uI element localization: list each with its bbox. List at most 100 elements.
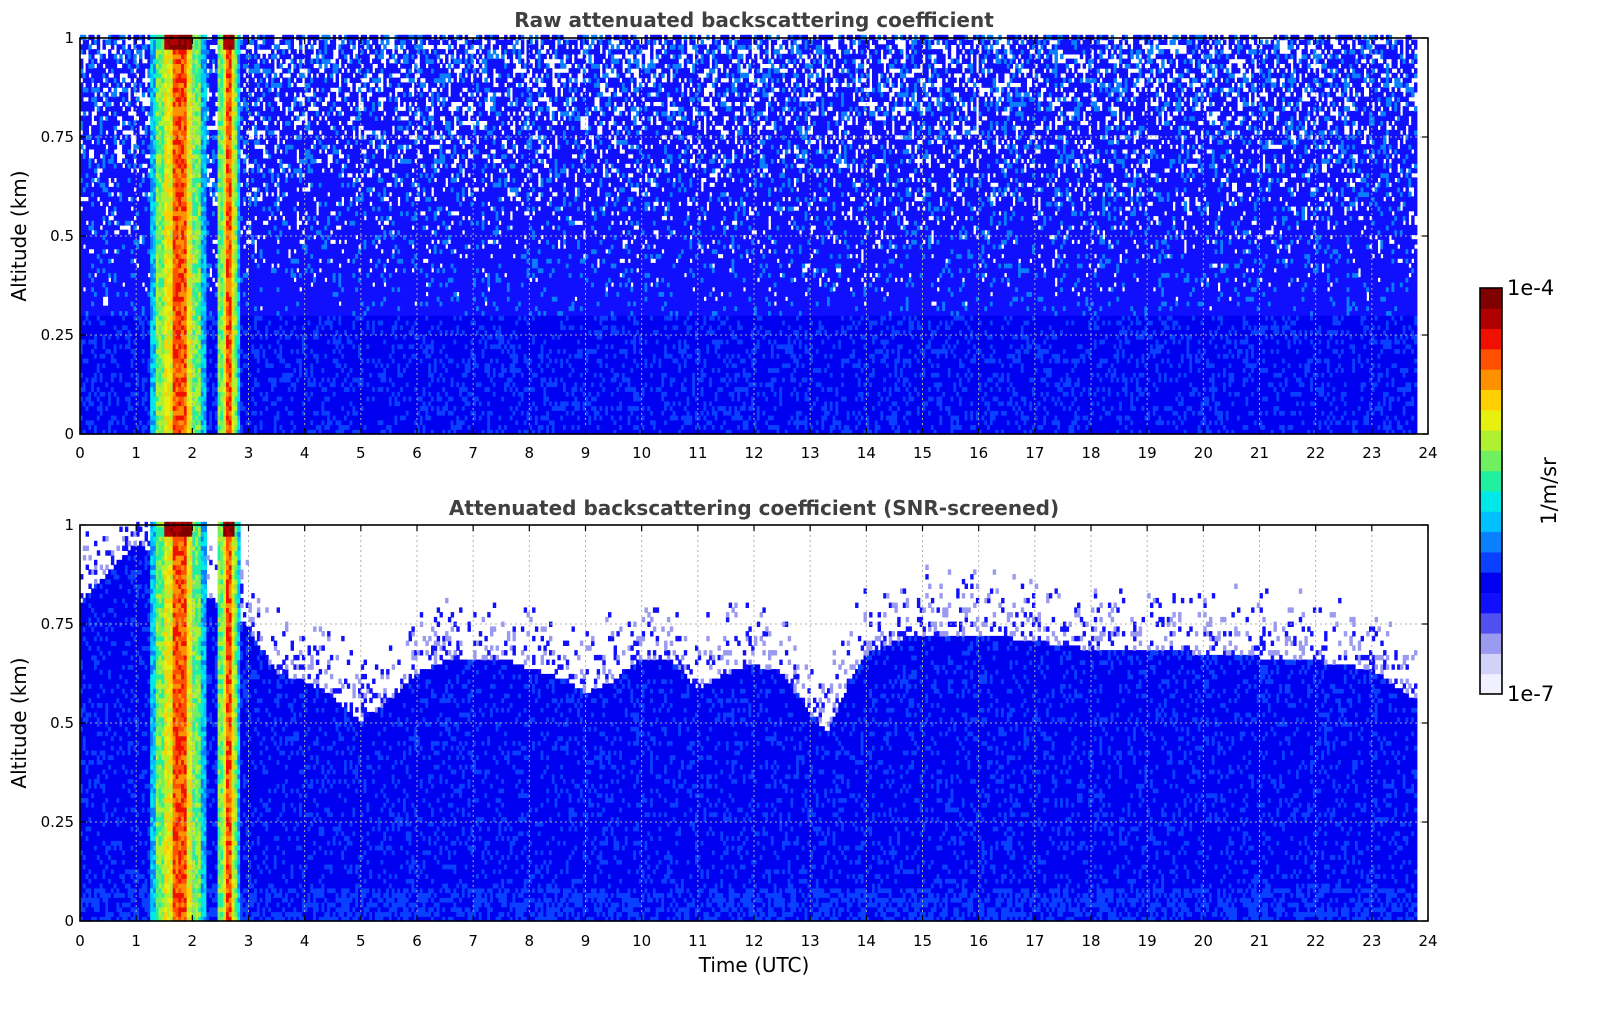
- heatmap-cell: [122, 120, 125, 125]
- heatmap-cell: [97, 244, 100, 249]
- heatmap-cell: [142, 111, 145, 116]
- heatmap-cell: [119, 282, 122, 287]
- heatmap-cell: [128, 163, 131, 168]
- heatmap-cell: [128, 82, 131, 87]
- heatmap-cell: [136, 97, 139, 102]
- heatmap-cell: [128, 44, 131, 49]
- heatmap-cell: [100, 220, 103, 225]
- heatmap-cell: [139, 192, 142, 197]
- heatmap-cell: [128, 120, 131, 125]
- heatmap-cell: [97, 391, 100, 396]
- heatmap-cell: [97, 220, 100, 225]
- heatmap-cell: [97, 163, 100, 168]
- heatmap-cell: [128, 377, 131, 382]
- heatmap-cell: [139, 78, 142, 83]
- heatmap-cell: [100, 106, 103, 111]
- heatmap-cell: [103, 54, 106, 59]
- heatmap-cell: [128, 215, 131, 220]
- heatmap-cells: [80, 35, 1417, 435]
- heatmap-cell: [128, 401, 131, 406]
- heatmap-cell: [128, 263, 131, 268]
- heatmap-cell: [142, 82, 145, 87]
- heatmap-cell: [119, 130, 122, 135]
- heatmap-cell: [94, 168, 97, 173]
- heatmap-cell: [128, 149, 131, 154]
- heatmap-cell: [128, 391, 131, 396]
- heatmap-cell: [83, 220, 86, 225]
- heatmap-cell: [128, 239, 131, 244]
- heatmap-cell: [139, 173, 142, 178]
- heatmap-cell: [103, 130, 106, 135]
- heatmap-cell: [97, 253, 100, 258]
- heatmap-cell: [119, 54, 122, 59]
- heatmap-cell: [86, 73, 89, 78]
- heatmap-cell: [100, 296, 103, 301]
- heatmap-cell: [142, 154, 145, 159]
- heatmap-cell: [105, 111, 108, 116]
- heatmap-cell: [97, 372, 100, 377]
- heatmap-cell: [128, 268, 131, 273]
- heatmap-cell: [91, 177, 94, 182]
- heatmap-cell: [86, 249, 89, 254]
- heatmap-cell: [128, 154, 131, 159]
- heatmap-cell: [97, 225, 100, 230]
- heatmap-cell: [97, 315, 100, 320]
- heatmap-cell: [114, 125, 117, 130]
- heatmap-cell: [97, 149, 100, 154]
- heatmap-cell: [91, 272, 94, 277]
- heatmap-cell: [128, 173, 131, 178]
- heatmap-cell: [142, 120, 145, 125]
- heatmap-cell: [97, 201, 100, 206]
- heatmap-cell: [128, 244, 131, 249]
- heatmap-cell: [122, 101, 125, 106]
- heatmap-cell: [97, 282, 100, 287]
- heatmap-cell: [128, 358, 131, 363]
- heatmap-cell: [83, 49, 86, 54]
- heatmap-cell: [128, 116, 131, 121]
- heatmap-cell: [97, 425, 100, 430]
- heatmap-cell: [97, 187, 100, 192]
- heatmap-cell: [97, 78, 100, 83]
- heatmap-cell: [117, 120, 120, 125]
- heatmap-cell: [128, 372, 131, 377]
- heatmap-cell: [88, 44, 91, 49]
- heatmap-cell: [142, 40, 145, 45]
- heatmap-cell: [97, 120, 100, 125]
- heatmap-cell: [91, 158, 94, 163]
- heatmap-cell: [86, 125, 89, 130]
- heatmap-cell: [108, 101, 111, 106]
- heatmap-cell: [111, 130, 114, 135]
- heatmap-cell: [94, 82, 97, 87]
- heatmap-cell: [128, 139, 131, 144]
- heatmap-cell: [128, 101, 131, 106]
- heatmap-cell: [128, 406, 131, 411]
- heatmap-cell: [97, 420, 100, 425]
- heatmap-cell: [97, 177, 100, 182]
- heatmap-cell: [128, 349, 131, 354]
- heatmap-cell: [103, 144, 106, 149]
- heatmap-cell: [128, 325, 131, 330]
- heatmap-cell: [103, 68, 106, 73]
- heatmap-cell: [97, 358, 100, 363]
- heatmap-cell: [122, 44, 125, 49]
- heatmap-cell: [97, 320, 100, 325]
- heatmap-cell: [91, 106, 94, 111]
- heatmap-cell: [88, 111, 91, 116]
- heatmap-cell: [83, 111, 86, 116]
- heatmap-cell: [114, 144, 117, 149]
- heatmap-cell: [136, 125, 139, 130]
- heatmap-cell: [97, 258, 100, 263]
- heatmap-cell: [97, 116, 100, 121]
- heatmap-cell: [131, 116, 134, 121]
- heatmap-cell: [114, 54, 117, 59]
- heatmap-cell: [128, 330, 131, 335]
- heatmap-cell: [97, 206, 100, 211]
- heatmap-cell: [97, 139, 100, 144]
- heatmap-cell: [100, 301, 103, 306]
- heatmap-cell: [128, 387, 131, 392]
- heatmap-cell: [97, 287, 100, 292]
- heatmap-cell: [117, 135, 120, 140]
- heatmap-cell: [105, 177, 108, 182]
- heatmap-cell: [142, 92, 145, 97]
- heatmap-cell: [97, 130, 100, 135]
